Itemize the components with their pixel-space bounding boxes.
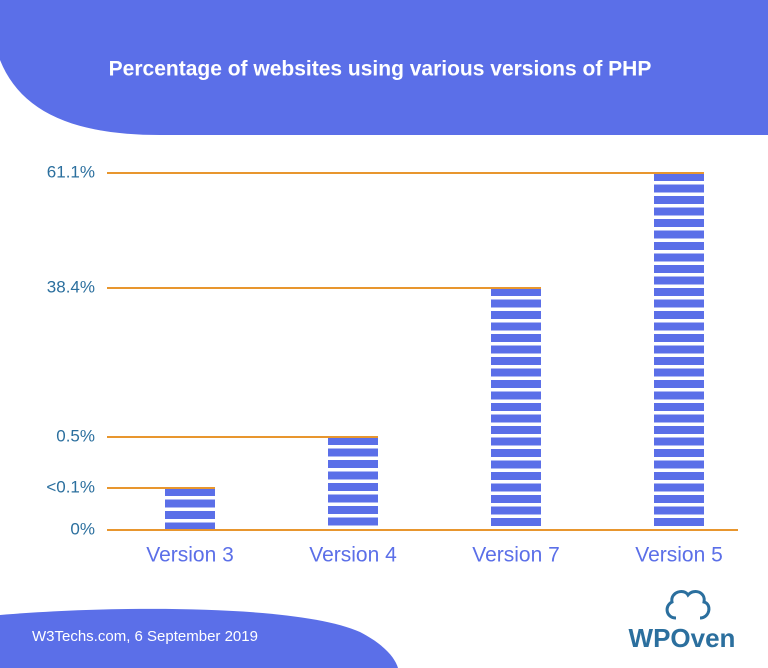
y-tick-label: 0% <box>70 519 95 538</box>
x-tick-label: Version 3 <box>146 544 234 567</box>
y-tick-label: 38.4% <box>47 277 95 296</box>
x-tick-label: Version 4 <box>309 544 397 567</box>
bar <box>328 437 378 526</box>
source-note: W3Techs.com, 6 September 2019 <box>32 628 258 645</box>
brand-name: WPOven <box>629 623 736 653</box>
brand-logo: WPOven <box>629 590 736 653</box>
y-tick-label: 0.5% <box>56 426 95 445</box>
bar <box>165 488 215 530</box>
x-tick-label: Version 7 <box>472 544 560 567</box>
x-tick-label: Version 5 <box>635 544 723 567</box>
bar <box>654 173 704 526</box>
y-tick-label: <0.1% <box>46 477 95 496</box>
footer-banner <box>0 608 398 668</box>
chart-title: Percentage of websites using various ver… <box>109 58 652 81</box>
y-tick-label: 61.1% <box>47 162 95 181</box>
title-banner <box>0 0 768 135</box>
bar <box>491 288 541 526</box>
